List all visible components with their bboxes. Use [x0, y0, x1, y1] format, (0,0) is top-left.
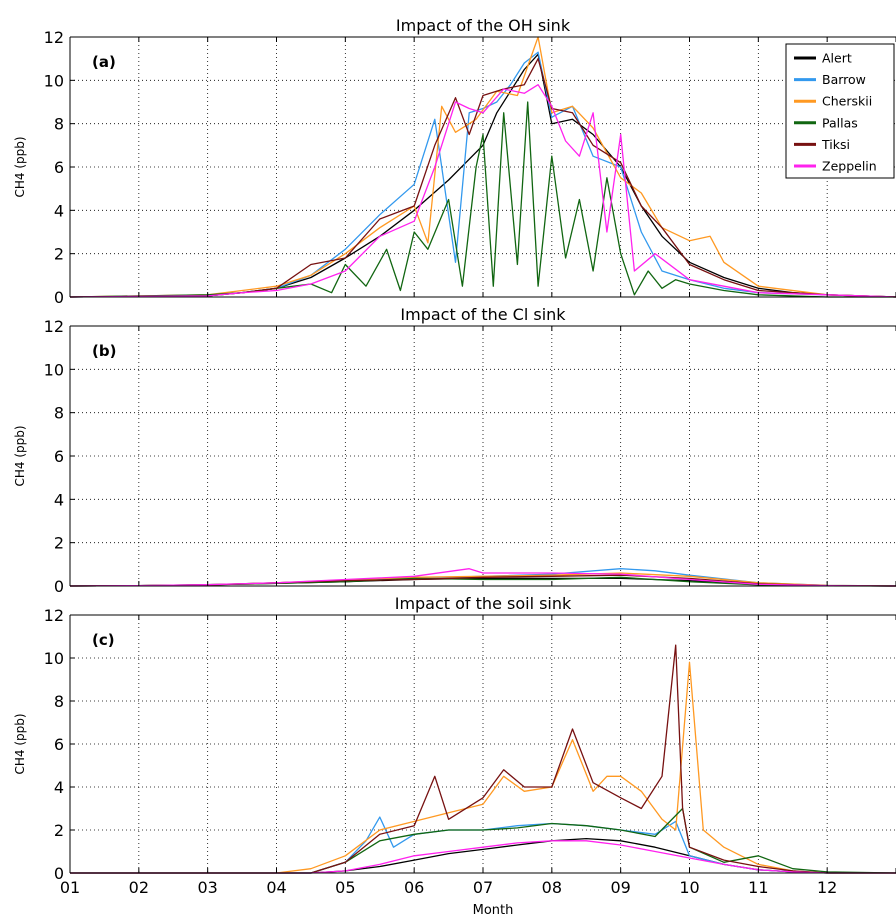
y-tick-label: 6	[54, 447, 64, 466]
y-axis-label: CH4 (ppb)	[13, 136, 27, 197]
y-tick-label: 8	[54, 404, 64, 423]
y-tick-label: 4	[54, 490, 64, 509]
legend-label-pallas: Pallas	[822, 115, 858, 130]
series-line-pallas	[69, 101, 896, 298]
panel-3: 0 2 4 6 8 10 12 Impact of the soil sink (c) CH4 (…	[13, 594, 896, 883]
x-tick-label: 06	[404, 878, 424, 897]
y-tick-label: 0	[54, 577, 64, 596]
x-tick-label: 12	[817, 878, 837, 897]
panel-title: Impact of the soil sink	[395, 594, 572, 613]
y-tick-label: 10	[44, 71, 64, 90]
x-tick-label: 11	[748, 878, 768, 897]
series-line-pallas	[70, 807, 896, 874]
x-tick-label: 04	[266, 878, 286, 897]
x-tick-label: 10	[679, 878, 699, 897]
x-tick-label: 08	[542, 878, 562, 897]
y-tick-label: 4	[54, 778, 64, 797]
y-tick-label: 2	[54, 534, 64, 553]
y-tick-label: 12	[44, 606, 64, 625]
y-tick-label: 12	[44, 28, 64, 47]
series-line-barrow	[69, 51, 896, 298]
series-line-zeppelin	[69, 84, 896, 298]
legend-label-alert: Alert	[822, 51, 852, 66]
legend-box	[785, 43, 895, 179]
series-line-tiksi	[70, 644, 896, 874]
series-line-barrow	[70, 816, 896, 874]
y-tick-label: 4	[54, 201, 64, 220]
series-line-zeppelin	[70, 840, 896, 874]
series-line-tiksi	[69, 58, 896, 298]
legend-label-tiksi: Tiksi	[821, 137, 850, 152]
panel-title: Impact of the Cl sink	[400, 305, 566, 324]
series-line-cherskii	[70, 661, 896, 874]
legend: Alert Barrow Cherskii Pallas Tiksi Zeppelin	[785, 43, 895, 179]
y-axis-label: CH4 (ppb)	[13, 425, 27, 486]
y-tick-label: 8	[54, 115, 64, 134]
panel-label: (b)	[92, 342, 116, 360]
y-tick-label: 2	[54, 821, 64, 840]
panel-label: (a)	[92, 53, 116, 71]
series-line-zeppelin	[69, 568, 896, 587]
y-tick-label: 0	[54, 288, 64, 307]
y-tick-label: 10	[44, 649, 64, 668]
legend-label-zeppelin: Zeppelin	[822, 159, 877, 174]
legend-label-cherskii: Cherskii	[822, 94, 872, 109]
series-line-cherskii	[69, 36, 896, 298]
x-axis-label: Month	[473, 903, 514, 918]
y-tick-label: 6	[54, 735, 64, 754]
y-tick-label: 6	[54, 158, 64, 177]
y-tick-label: 2	[54, 245, 64, 264]
x-tick-label: 02	[129, 878, 149, 897]
x-tick-label: 07	[473, 878, 493, 897]
panel-label: (c)	[92, 631, 115, 649]
x-tick-label: 09	[610, 878, 630, 897]
legend-label-barrow: Barrow	[822, 72, 866, 87]
x-tick-label: 01	[60, 878, 80, 897]
y-axis-label: CH4 (ppb)	[13, 713, 27, 774]
panel-2: 0 2 4 6 8 10 12 Impact of the Cl sink (b) CH4 (pp…	[13, 305, 896, 596]
x-tick-label: 05	[335, 878, 355, 897]
panel-1: 0 2 4 6 8 10 12 Impact of the OH sink (a) CH4 (pp…	[13, 16, 896, 307]
y-tick-label: 10	[44, 360, 64, 379]
x-tick-label: 03	[197, 878, 217, 897]
series-line-alert	[69, 53, 896, 298]
y-tick-label: 12	[44, 317, 64, 336]
y-tick-label: 8	[54, 692, 64, 711]
y-tick-label: 0	[54, 864, 64, 883]
panel-title: Impact of the OH sink	[396, 16, 571, 35]
